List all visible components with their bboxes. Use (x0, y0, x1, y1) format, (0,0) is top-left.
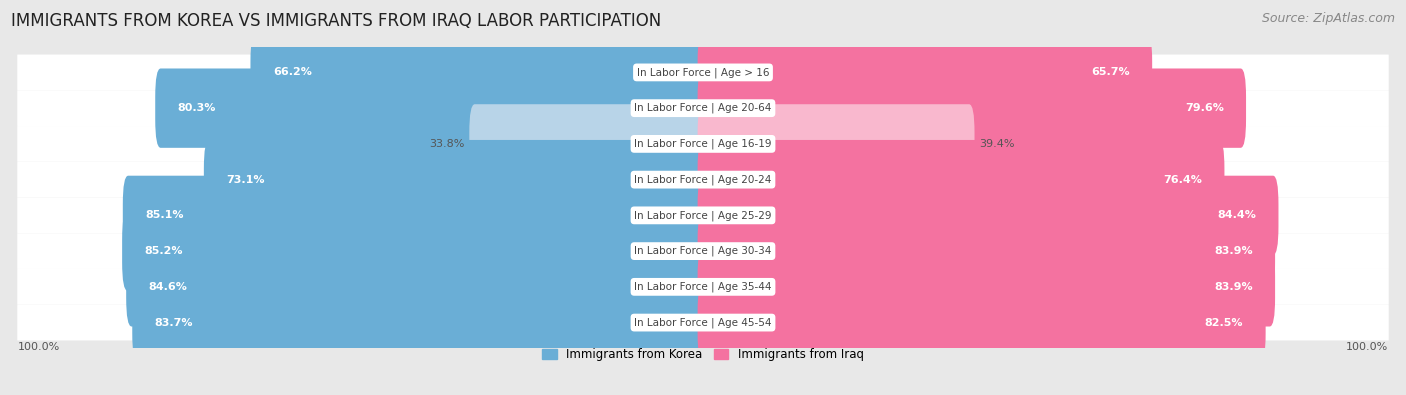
Text: 100.0%: 100.0% (1347, 342, 1389, 352)
FancyBboxPatch shape (17, 305, 1389, 340)
Text: In Labor Force | Age > 16: In Labor Force | Age > 16 (637, 67, 769, 78)
Text: 85.2%: 85.2% (145, 246, 183, 256)
FancyBboxPatch shape (697, 283, 1265, 362)
Text: 83.9%: 83.9% (1215, 282, 1253, 292)
Text: In Labor Force | Age 25-29: In Labor Force | Age 25-29 (634, 210, 772, 221)
Text: In Labor Force | Age 20-64: In Labor Force | Age 20-64 (634, 103, 772, 113)
Text: 66.2%: 66.2% (273, 68, 312, 77)
FancyBboxPatch shape (122, 211, 709, 291)
Text: IMMIGRANTS FROM KOREA VS IMMIGRANTS FROM IRAQ LABOR PARTICIPATION: IMMIGRANTS FROM KOREA VS IMMIGRANTS FROM… (11, 12, 661, 30)
Text: 80.3%: 80.3% (177, 103, 217, 113)
FancyBboxPatch shape (17, 198, 1389, 233)
FancyBboxPatch shape (697, 33, 1152, 112)
FancyBboxPatch shape (17, 90, 1389, 126)
FancyBboxPatch shape (127, 247, 709, 327)
Text: 79.6%: 79.6% (1185, 103, 1223, 113)
Text: Source: ZipAtlas.com: Source: ZipAtlas.com (1261, 12, 1395, 25)
Legend: Immigrants from Korea, Immigrants from Iraq: Immigrants from Korea, Immigrants from I… (537, 343, 869, 366)
FancyBboxPatch shape (250, 33, 709, 112)
Text: 76.4%: 76.4% (1163, 175, 1202, 184)
Text: 83.7%: 83.7% (155, 318, 193, 327)
Text: 100.0%: 100.0% (17, 342, 59, 352)
Text: In Labor Force | Age 20-24: In Labor Force | Age 20-24 (634, 174, 772, 185)
FancyBboxPatch shape (17, 162, 1389, 198)
FancyBboxPatch shape (155, 68, 709, 148)
Text: 65.7%: 65.7% (1091, 68, 1130, 77)
Text: 84.6%: 84.6% (149, 282, 187, 292)
Text: In Labor Force | Age 30-34: In Labor Force | Age 30-34 (634, 246, 772, 256)
FancyBboxPatch shape (697, 68, 1246, 148)
FancyBboxPatch shape (122, 176, 709, 255)
Text: 39.4%: 39.4% (979, 139, 1015, 149)
Text: 82.5%: 82.5% (1205, 318, 1243, 327)
FancyBboxPatch shape (17, 269, 1389, 305)
FancyBboxPatch shape (204, 140, 709, 219)
FancyBboxPatch shape (132, 283, 709, 362)
Text: 33.8%: 33.8% (429, 139, 464, 149)
FancyBboxPatch shape (697, 140, 1225, 219)
Text: 83.9%: 83.9% (1215, 246, 1253, 256)
Text: In Labor Force | Age 45-54: In Labor Force | Age 45-54 (634, 317, 772, 328)
Text: 84.4%: 84.4% (1218, 211, 1256, 220)
Text: 85.1%: 85.1% (145, 211, 184, 220)
FancyBboxPatch shape (697, 104, 974, 184)
Text: In Labor Force | Age 35-44: In Labor Force | Age 35-44 (634, 282, 772, 292)
FancyBboxPatch shape (17, 55, 1389, 90)
FancyBboxPatch shape (697, 176, 1278, 255)
FancyBboxPatch shape (697, 211, 1275, 291)
FancyBboxPatch shape (697, 247, 1275, 327)
Text: 73.1%: 73.1% (226, 175, 264, 184)
FancyBboxPatch shape (17, 233, 1389, 269)
FancyBboxPatch shape (17, 126, 1389, 162)
FancyBboxPatch shape (470, 104, 709, 184)
Text: In Labor Force | Age 16-19: In Labor Force | Age 16-19 (634, 139, 772, 149)
